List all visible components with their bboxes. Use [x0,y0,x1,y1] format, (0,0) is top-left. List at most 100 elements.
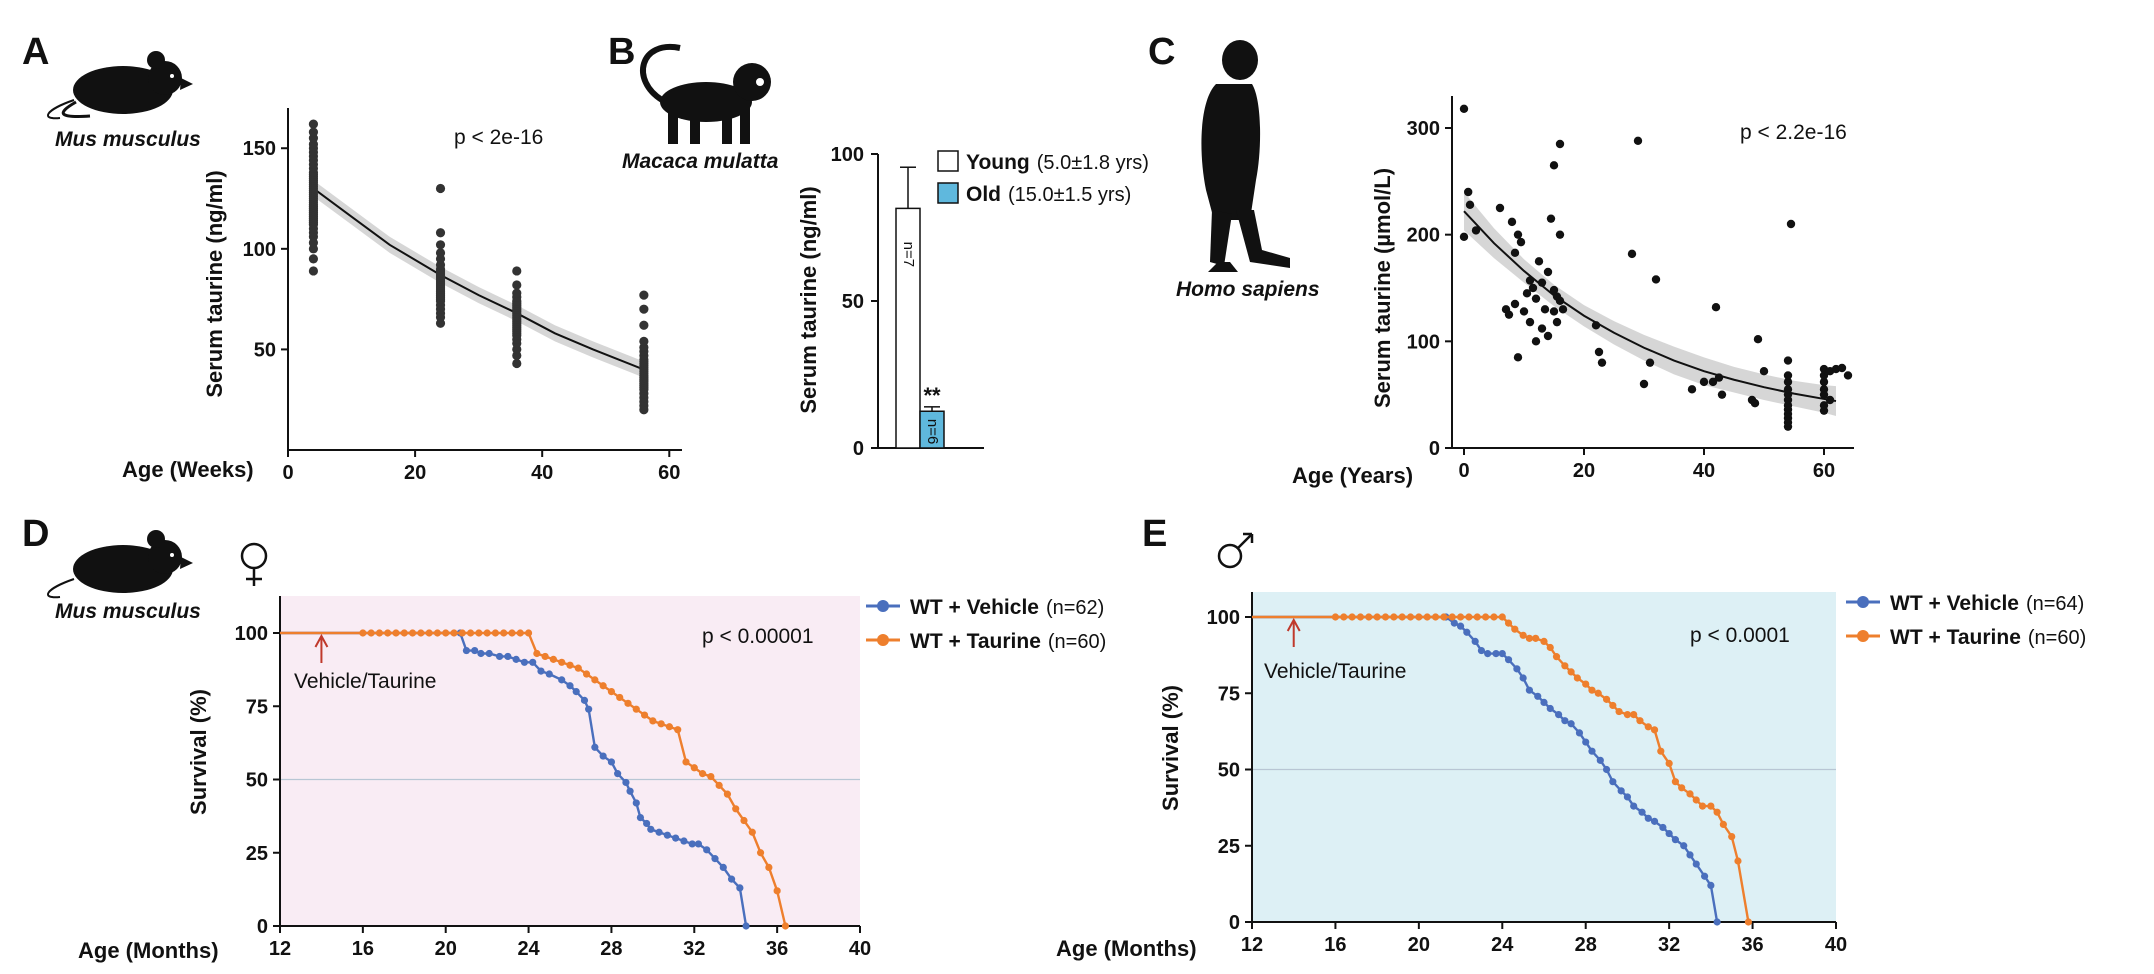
survival-point-taurine [1602,695,1611,703]
survival-point-vehicle [622,778,630,787]
survival-point-vehicle [1650,817,1659,825]
survival-point-taurine [408,629,417,637]
survival-point-taurine [1630,711,1638,719]
survival-point-vehicle [1492,650,1500,658]
survival-point-taurine [1423,613,1431,621]
x-tick-label-a: 40 [531,462,553,484]
data-point-c [1633,136,1643,145]
survival-point-taurine [1636,717,1644,725]
legend-entry-old: Old (15.0±1.5 yrs) [966,183,1131,206]
survival-point-taurine [1365,613,1373,621]
survival-point-taurine [384,629,392,637]
data-point-c [1699,377,1709,387]
survival-point-vehicle [462,646,471,655]
survival-point-vehicle [711,855,719,863]
survival-point-taurine [1546,643,1554,652]
legend-taurine-n-e: (n=60) [2028,627,2086,649]
x-tick-label-a: 60 [658,462,680,484]
survival-point-taurine [1381,613,1390,621]
survival-point-taurine [1609,701,1617,710]
survival-point-taurine [1519,631,1527,639]
survival-point-vehicle [727,875,736,883]
legend-vehicle-n-e: (n=64) [2026,593,2084,615]
survival-point-vehicle [1609,778,1617,786]
panel-b: B Macaca mulatta n=7 n=6 ** 0 50 100 Serum t… [608,31,1149,460]
data-point-c [1651,275,1661,284]
survival-point-taurine [508,629,516,637]
y-axis-title-c: Serum taurine (µmol/L) [1370,168,1395,408]
panel-a: A Mus musculus p < 2e-16 0 20 40 60 50 100 150… [22,31,682,484]
y-tick-label-b: 100 [831,144,864,166]
data-point-c [1753,335,1763,344]
survival-point-taurine [690,764,698,772]
survival-point-vehicle [1713,918,1721,926]
data-point-c [1783,371,1793,380]
survival-point-vehicle [672,834,680,842]
data-point-c [1537,278,1547,287]
y-tick-label: 25 [246,843,268,865]
survival-point-vehicle [1575,729,1584,737]
survival-point-taurine [1340,613,1348,621]
survival-point-taurine [1406,613,1415,621]
x-tick-label: 24 [517,938,540,960]
x-tick-label: 36 [1741,934,1763,956]
survival-point-vehicle [647,825,655,833]
data-point-c [1528,283,1538,293]
survival-point-taurine [607,688,616,696]
survival-point-taurine [1650,726,1659,734]
y-tick-label-a: 50 [254,339,276,361]
axes-c [1451,96,1854,449]
panel-letter-c: C [1148,31,1175,73]
survival-point-taurine [1678,784,1686,792]
survival-point-vehicle [1567,720,1575,728]
p-value-e: p < 0.0001 [1690,624,1790,647]
data-point-a [639,290,649,300]
x-tick-label: 16 [1324,934,1346,956]
survival-point-vehicle [1644,814,1652,822]
survival-point-taurine [682,758,690,766]
data-point-c [1819,401,1829,410]
legend-entry-vehicle-d: WT + Vehicle (n=62) [910,596,1104,619]
survival-point-vehicle [1540,698,1548,707]
legend-d: WT + Vehicle (n=62) WT + Taurine (n=60) [866,596,1106,653]
panel-letter-d: D [22,513,49,555]
survival-point-vehicle [1513,665,1521,673]
x-tick-label: 12 [269,938,291,960]
survival-point-taurine [1686,790,1694,798]
survival-point-vehicle [471,646,479,655]
x-tick-label: 32 [1658,934,1680,956]
y-tick-label-c: 0 [1429,438,1440,460]
p-value-c: p < 2.2e-16 [1740,121,1847,144]
survival-point-vehicle [1680,842,1688,850]
data-point-c [1531,337,1541,346]
data-point-c [1471,226,1481,235]
survival-point-vehicle [607,758,616,766]
survival-point-taurine [1588,686,1596,694]
survival-point-taurine [549,655,558,663]
data-point-c [1531,294,1541,303]
human-silhouette-icon [1201,40,1290,272]
legend-vehicle-n-d: (n=62) [1046,597,1104,619]
data-point-c [1687,385,1697,394]
treatment-label-d: Vehicle/Taurine [294,670,436,693]
data-point-c [1552,317,1562,327]
legend-vehicle-name-e: WT + Vehicle [1890,592,2019,615]
survival-point-vehicle [1671,836,1679,844]
survival-point-taurine [1665,759,1673,768]
survival-point-taurine [599,682,607,690]
data-point-c [1540,305,1550,314]
survival-point-vehicle [1484,650,1492,658]
data-point-a [308,127,319,137]
survival-point-vehicle [572,688,580,696]
legend-b: Young (5.0±1.8 yrs) Old (15.0±1.5 yrs) [937,150,1149,206]
treatment-arrow-head-icon [1286,617,1301,632]
legend-old-detail: (15.0±1.5 yrs) [1008,184,1131,206]
survival-point-vehicle [626,787,634,795]
survival-point-taurine [1490,613,1498,621]
survival-point-vehicle [643,819,651,828]
survival-point-vehicle [663,831,671,839]
data-point-c [1819,371,1829,380]
survival-point-taurine [1415,613,1423,621]
survival-point-taurine [1498,613,1506,621]
